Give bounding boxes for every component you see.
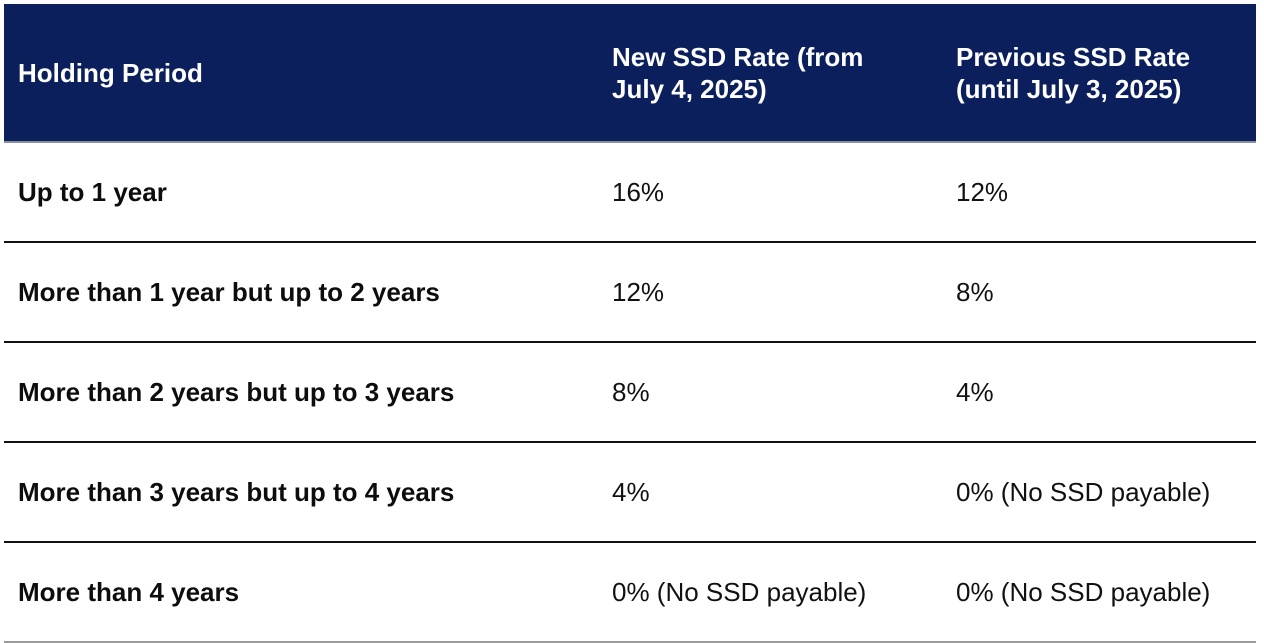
new-rate-cell: 0% (No SSD payable) <box>612 576 867 607</box>
table-header: Holding Period New SSD Rate (from July 4… <box>4 4 1256 143</box>
previous-rate-cell: 8% <box>956 276 994 307</box>
previous-rate-cell: 4% <box>956 376 994 407</box>
table-row: More than 1 year but up to 2 years 12% 8… <box>4 243 1256 343</box>
previous-rate-cell: 0% (No SSD payable) <box>956 476 1211 507</box>
table-row: More than 2 years but up to 3 years 8% 4… <box>4 343 1256 443</box>
new-rate-cell: 8% <box>612 376 650 407</box>
header-holding-period: Holding Period <box>18 57 203 88</box>
holding-period-cell: More than 4 years <box>18 576 240 607</box>
new-rate-cell: 16% <box>612 176 665 207</box>
previous-rate-cell: 0% (No SSD payable) <box>956 576 1211 607</box>
new-rate-cell: 4% <box>612 476 650 507</box>
header-new-ssd-rate: New SSD Rate (from July 4, 2025) <box>612 41 864 104</box>
holding-period-cell: Up to 1 year <box>18 176 167 207</box>
ssd-rate-table: Holding Period New SSD Rate (from July 4… <box>4 4 1256 643</box>
holding-period-cell: More than 1 year but up to 2 years <box>18 276 440 307</box>
previous-rate-cell: 12% <box>956 176 1009 207</box>
holding-period-cell: More than 2 years but up to 3 years <box>18 376 455 407</box>
table-row: More than 3 years but up to 4 years 4% 0… <box>4 443 1256 543</box>
holding-period-cell: More than 3 years but up to 4 years <box>18 476 455 507</box>
table-row: More than 4 years 0% (No SSD payable) 0%… <box>4 543 1256 643</box>
header-previous-ssd-rate: Previous SSD Rate (until July 3, 2025) <box>956 41 1191 104</box>
table-body: Up to 1 year 16% 12% More than 1 year bu… <box>4 143 1256 643</box>
new-rate-cell: 12% <box>612 276 665 307</box>
table-row: Up to 1 year 16% 12% <box>4 143 1256 243</box>
header-divider <box>4 141 1256 143</box>
